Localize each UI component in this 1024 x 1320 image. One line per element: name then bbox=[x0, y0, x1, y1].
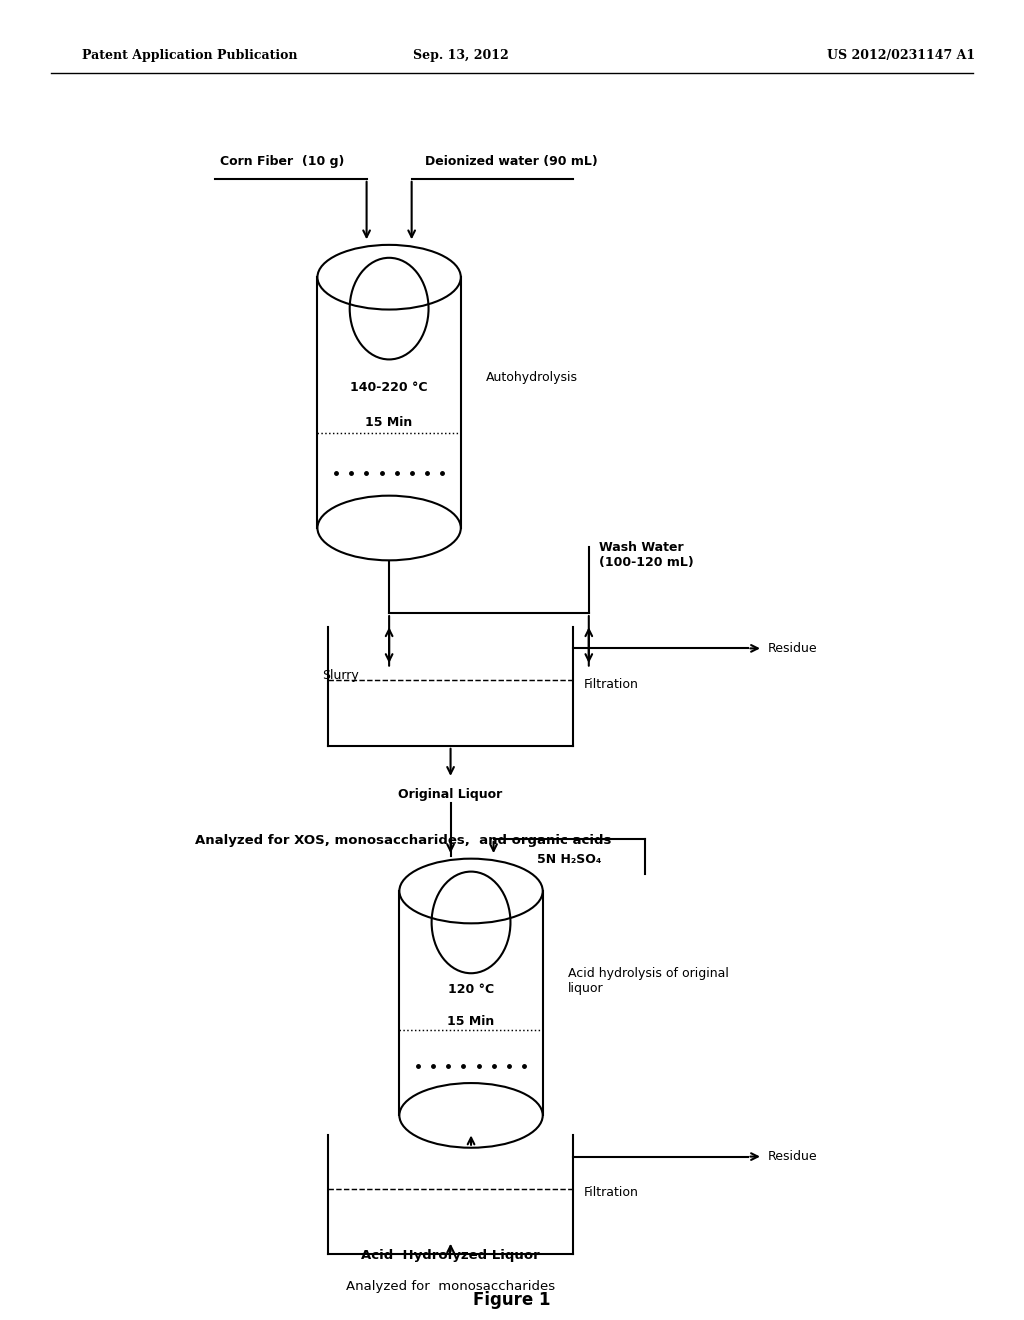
Text: Acid  Hydrolyzed Liquor: Acid Hydrolyzed Liquor bbox=[361, 1249, 540, 1262]
Text: Figure 1: Figure 1 bbox=[473, 1291, 551, 1309]
Ellipse shape bbox=[399, 858, 543, 924]
Text: Analyzed for XOS, monosaccharides,  and organic acids: Analyzed for XOS, monosaccharides, and o… bbox=[195, 834, 611, 847]
Text: Patent Application Publication: Patent Application Publication bbox=[82, 49, 297, 62]
Bar bbox=[317, 277, 461, 528]
Text: Corn Fiber  (10 g): Corn Fiber (10 g) bbox=[220, 156, 344, 169]
Text: Residue: Residue bbox=[768, 642, 817, 655]
Text: Filtration: Filtration bbox=[584, 1185, 639, 1199]
Text: Residue: Residue bbox=[768, 1150, 817, 1163]
Text: 5N H₂SO₄: 5N H₂SO₄ bbox=[538, 853, 601, 866]
Text: 140-220 °C: 140-220 °C bbox=[350, 381, 428, 395]
Text: 15 Min: 15 Min bbox=[366, 416, 413, 429]
Ellipse shape bbox=[317, 495, 461, 560]
Text: Deionized water (90 mL): Deionized water (90 mL) bbox=[425, 156, 598, 169]
Text: Acid hydrolysis of original
liquor: Acid hydrolysis of original liquor bbox=[568, 966, 729, 995]
Text: Autohydrolysis: Autohydrolysis bbox=[486, 371, 579, 384]
Text: Sep. 13, 2012: Sep. 13, 2012 bbox=[413, 49, 509, 62]
Text: Wash Water
(100-120 mL): Wash Water (100-120 mL) bbox=[599, 541, 694, 569]
Text: Analyzed for  monosaccharides: Analyzed for monosaccharides bbox=[346, 1280, 555, 1294]
Bar bbox=[399, 891, 543, 1115]
Text: US 2012/0231147 A1: US 2012/0231147 A1 bbox=[827, 49, 975, 62]
Text: Slurry: Slurry bbox=[323, 668, 359, 681]
Text: 120 °C: 120 °C bbox=[447, 983, 495, 997]
Text: 15 Min: 15 Min bbox=[447, 1015, 495, 1028]
Ellipse shape bbox=[317, 246, 461, 310]
Ellipse shape bbox=[399, 1082, 543, 1148]
Text: Original Liquor: Original Liquor bbox=[398, 788, 503, 801]
Text: Filtration: Filtration bbox=[584, 677, 639, 690]
